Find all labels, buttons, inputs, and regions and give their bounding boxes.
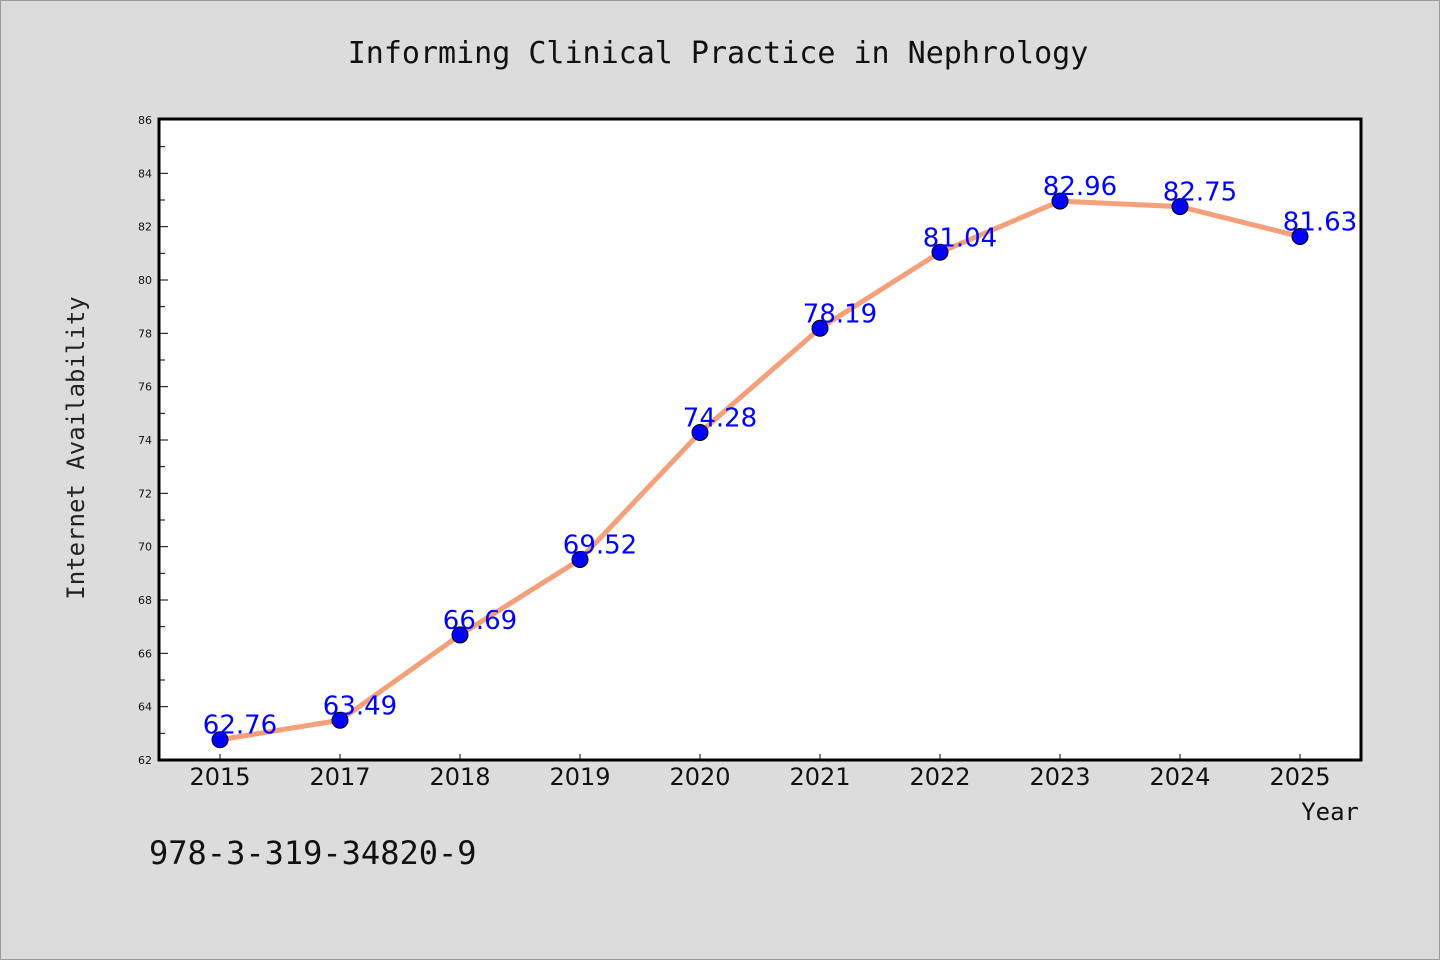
data-label: 82.96	[1043, 172, 1117, 202]
y-tick-label: 82	[138, 221, 152, 234]
series-line	[217, 198, 1303, 743]
y-tick-label: 66	[138, 647, 152, 660]
data-label: 82.75	[1163, 178, 1237, 208]
y-axis-label: Internet Availability	[62, 296, 90, 599]
data-point	[571, 550, 589, 568]
y-axis-ticks: 62 64 66 68 70 72 74 76 78 80 82 84 86	[138, 114, 168, 767]
plot-area	[157, 117, 1363, 762]
data-point	[211, 731, 229, 749]
x-tick-label: 2021	[789, 763, 850, 791]
x-tick-label: 2022	[909, 763, 970, 791]
y-tick-label: 86	[138, 114, 152, 127]
x-axis-ticks: 2015 2017 2018 2019 2020 2021 2022 2023 2024 2025	[189, 754, 1331, 791]
data-label: 62.76	[203, 711, 277, 741]
y-tick-label: 80	[138, 274, 152, 287]
isbn-footnote: 978-3-319-34820-9	[149, 834, 477, 872]
x-tick-label: 2023	[1029, 763, 1090, 791]
chart-title: Informing Clinical Practice in Nephrolog…	[348, 36, 1089, 71]
data-point	[331, 711, 349, 729]
y-tick-label: 62	[138, 754, 152, 767]
y-tick-label: 78	[138, 327, 152, 340]
x-tick-label: 2018	[429, 763, 490, 791]
data-point	[1051, 192, 1069, 210]
x-tick-label: 2019	[549, 763, 610, 791]
x-tick-label: 2015	[189, 763, 250, 791]
y-tick-label: 68	[138, 594, 152, 607]
data-label: 66.69	[443, 606, 517, 636]
y-tick-label: 72	[138, 487, 152, 500]
data-label: 63.49	[323, 691, 397, 721]
data-label: 69.52	[563, 530, 637, 560]
y-tick-label: 64	[138, 701, 152, 714]
y-tick-label: 84	[138, 167, 152, 180]
data-label: 74.28	[683, 404, 757, 434]
data-label: 78.19	[803, 299, 877, 329]
x-axis-label: Year	[1301, 798, 1359, 826]
x-tick-label: 2020	[669, 763, 730, 791]
x-tick-label: 2024	[1149, 763, 1210, 791]
y-tick-label: 74	[138, 434, 152, 447]
data-point	[1171, 198, 1189, 216]
data-label: 81.63	[1283, 208, 1357, 238]
series-group: 62.76 63.49 66.69 69.52 74.28 78.19 81.04 82.96…	[203, 172, 1357, 749]
data-label: 81.04	[923, 223, 997, 253]
data-point	[451, 626, 469, 644]
data-point	[691, 424, 709, 442]
x-tick-label: 2025	[1269, 763, 1330, 791]
x-tick-label: 2017	[309, 763, 370, 791]
y-tick-label: 70	[138, 541, 152, 554]
data-point	[1291, 228, 1309, 246]
data-point	[931, 243, 949, 261]
y-tick-label: 76	[138, 381, 152, 394]
data-point	[811, 319, 829, 337]
